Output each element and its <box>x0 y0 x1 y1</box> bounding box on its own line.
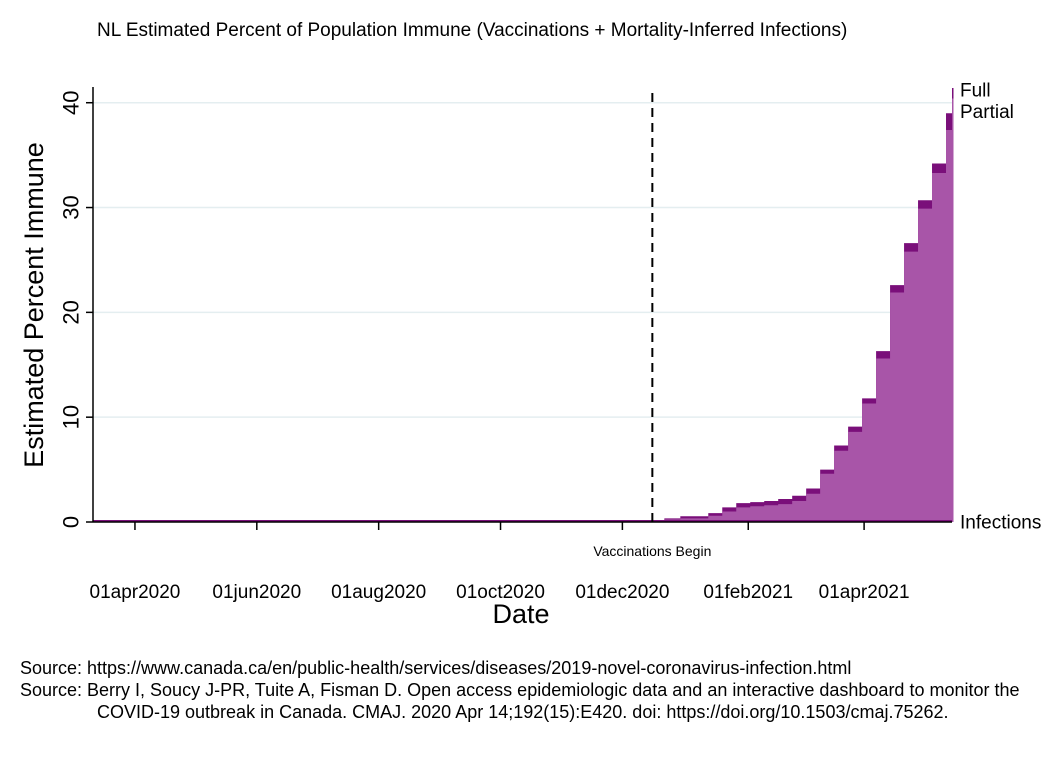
source-line: Source: https://www.canada.ca/en/public-… <box>20 658 852 678</box>
area-series <box>93 88 954 523</box>
y-tick-label: 40 <box>59 90 84 114</box>
chart-title: NL Estimated Percent of Population Immun… <box>97 20 848 41</box>
y-tick-label: 10 <box>59 405 84 429</box>
y-ticks: 0 10 20 30 40 <box>59 90 93 528</box>
x-tick-label: 01dec2020 <box>575 582 669 603</box>
y-tick-label: 20 <box>59 300 84 324</box>
x-tick-label: 01apr2020 <box>90 582 181 603</box>
x-tick-label: 01aug2020 <box>331 582 426 603</box>
x-tick-label: 01feb2021 <box>703 582 793 603</box>
y-tick-label: 30 <box>59 195 84 219</box>
sources: Source: https://www.canada.ca/en/public-… <box>20 657 1051 723</box>
x-tick-label: 01jun2020 <box>212 582 301 603</box>
x-tick-label: 01apr2021 <box>819 582 910 603</box>
vaccinations-begin-label: Vaccinations Begin <box>593 543 711 559</box>
x-ticks: 01apr2020 01jun2020 01aug2020 01oct2020 01de… <box>90 522 910 603</box>
partial-vaccination-area <box>652 98 954 522</box>
series-label-full: Full <box>960 81 991 102</box>
chart: 0 10 20 30 40 01apr2020 01jun2020 01aug2020 01o… <box>19 81 1041 629</box>
series-label-infections: Infections <box>960 513 1041 534</box>
gridlines <box>93 101 952 418</box>
series-label-partial: Partial <box>960 102 1014 123</box>
source-line: Source: Berry I, Soucy J-PR, Tuite A, Fi… <box>20 680 1020 722</box>
axes <box>92 87 952 523</box>
x-tick-label: 01oct2020 <box>456 582 545 603</box>
x-axis-label: Date <box>492 599 549 629</box>
y-tick-label: 0 <box>59 516 84 528</box>
y-axis-label: Estimated Percent Immune <box>19 142 49 468</box>
vaccination-marker: Vaccinations Begin <box>593 93 711 559</box>
